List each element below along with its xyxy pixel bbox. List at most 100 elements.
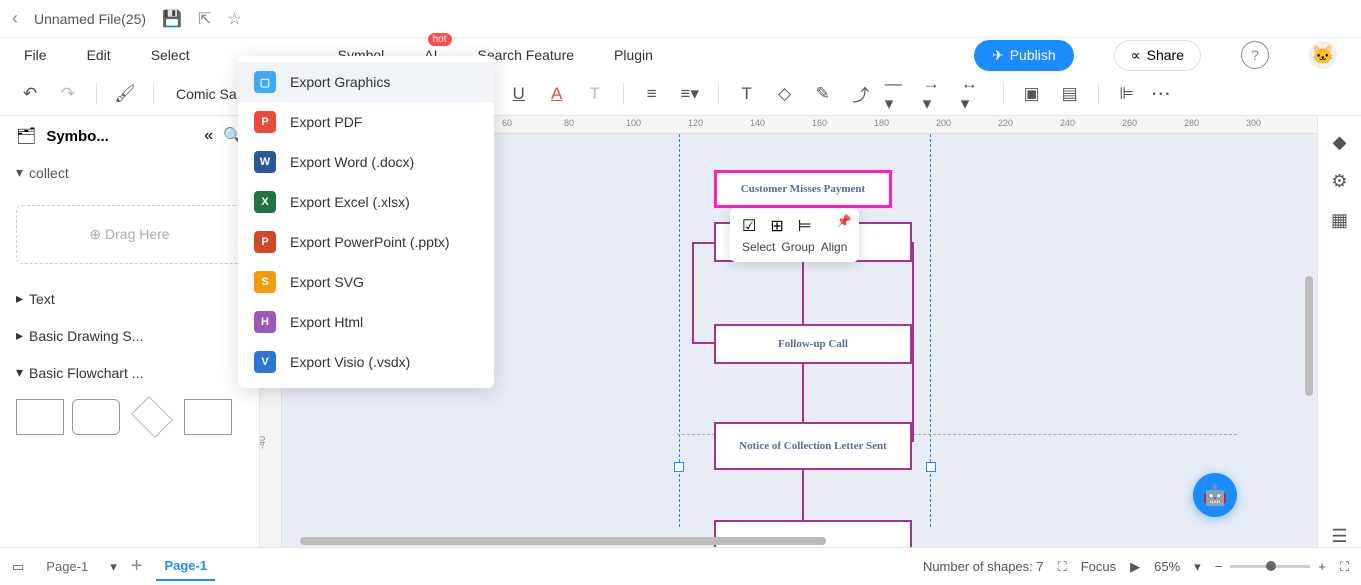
plus-icon: ⊕ xyxy=(89,226,105,242)
left-panel: 🗂 Symbo... « 🔍 ▾ collect ⊕ Drag Here ▸Te… xyxy=(0,116,260,547)
zoom-level[interactable]: 65% xyxy=(1154,559,1180,574)
connector-line[interactable] xyxy=(692,242,694,342)
export-item-1[interactable]: PExport PDF xyxy=(238,102,494,142)
tab-page-1[interactable]: Page-1 xyxy=(156,552,215,581)
status-bar: ▭ Page-1 ▾ + Page-1 Number of shapes: 7 … xyxy=(0,547,1361,585)
zoom-in-button[interactable]: + xyxy=(1318,559,1326,574)
layer-back-icon[interactable]: ▣ xyxy=(1018,80,1046,108)
text-case-icon[interactable]: T xyxy=(581,80,609,108)
star-icon[interactable]: ☆ xyxy=(227,9,241,29)
pin-icon[interactable]: 📌 xyxy=(836,214,851,228)
text-color-icon[interactable]: A xyxy=(543,80,571,108)
select-tool-icon[interactable]: ☑ xyxy=(742,216,756,236)
collapse-icon[interactable]: « xyxy=(204,127,213,145)
selection-handle[interactable] xyxy=(674,462,684,472)
vertical-scrollbar[interactable] xyxy=(1305,156,1313,507)
export-dropdown: ▢Export GraphicsPExport PDFWExport Word … xyxy=(238,56,494,388)
redo-icon[interactable]: ↷ xyxy=(54,80,82,108)
menu-bar: File Edit Select … … Symbol AI hot Searc… xyxy=(0,38,1361,72)
shape-rect-2[interactable] xyxy=(184,399,232,435)
format-painter-icon[interactable]: 🖌 xyxy=(111,80,139,108)
assistant-bubble[interactable]: 🤖 xyxy=(1193,473,1237,517)
flowchart-node-2[interactable]: Follow-up Call xyxy=(714,324,912,364)
group-tool-icon[interactable]: ⊞ xyxy=(770,216,783,236)
horizontal-scrollbar[interactable] xyxy=(300,537,1257,545)
zoom-out-button[interactable]: − xyxy=(1215,559,1223,574)
endpoint-icon[interactable]: ↔ ▾ xyxy=(961,80,989,108)
back-icon[interactable]: ‹ xyxy=(12,8,18,29)
present-icon[interactable]: ▶ xyxy=(1130,559,1140,575)
connector-line[interactable] xyxy=(802,262,804,324)
drag-target[interactable]: ⊕ Drag Here xyxy=(16,205,243,264)
text-tool-icon[interactable]: T xyxy=(733,80,761,108)
group-label: Group xyxy=(781,240,814,254)
export-item-3[interactable]: XExport Excel (.xlsx) xyxy=(238,182,494,222)
section-basic-flowchart[interactable]: ▾Basic Flowchart ... xyxy=(0,354,259,391)
avatar[interactable] xyxy=(1309,41,1337,69)
zoom-dropdown-icon[interactable]: ▾ xyxy=(1194,559,1201,575)
export-item-5[interactable]: SExport SVG xyxy=(238,262,494,302)
save-icon[interactable]: 💾 xyxy=(162,9,182,29)
add-page-button[interactable]: + xyxy=(131,555,143,578)
theme-icon[interactable]: ◆ xyxy=(1333,132,1347,153)
page-selector[interactable]: Page-1 xyxy=(38,553,96,580)
more-tools-icon[interactable]: ⋯ xyxy=(1151,81,1171,106)
grid-icon[interactable]: ▦ xyxy=(1331,210,1348,231)
undo-icon[interactable]: ↶ xyxy=(16,80,44,108)
shape-rounded-rect[interactable] xyxy=(72,399,120,435)
hot-badge: hot xyxy=(428,33,452,46)
pages-icon[interactable]: ▭ xyxy=(12,559,24,575)
menu-edit[interactable]: Edit xyxy=(87,47,111,63)
section-basic-drawing[interactable]: ▸Basic Drawing S... xyxy=(0,317,259,354)
export-item-2[interactable]: WExport Word (.docx) xyxy=(238,142,494,182)
format-toolbar: ↶ ↷ 🖌 Comic Sa U A T ≡ ≡▾ T ◇ ✎ ⤴ — ▾ → … xyxy=(0,72,1361,116)
export-item-6[interactable]: HExport Html xyxy=(238,302,494,342)
section-text[interactable]: ▸Text xyxy=(0,280,259,317)
zoom-slider[interactable] xyxy=(1230,565,1310,568)
fit-icon[interactable]: ⛶ xyxy=(1058,559,1067,575)
connector-line[interactable] xyxy=(692,242,716,244)
align-objects-icon[interactable]: ⊫ xyxy=(1113,80,1141,108)
shape-rect[interactable] xyxy=(16,399,64,435)
publish-button[interactable]: ✈ Publish xyxy=(974,40,1074,71)
connector-line[interactable] xyxy=(802,470,804,520)
share-button[interactable]: ∝ Share xyxy=(1114,40,1201,71)
layer-front-icon[interactable]: ▤ xyxy=(1056,80,1084,108)
export-item-0[interactable]: ▢Export Graphics xyxy=(238,62,494,102)
fullscreen-icon[interactable]: ⛶ xyxy=(1340,559,1349,575)
list-icon[interactable]: ☰ xyxy=(1331,526,1347,547)
focus-label[interactable]: Focus xyxy=(1081,559,1116,574)
connector-line[interactable] xyxy=(692,342,716,344)
fill-icon[interactable]: ◇ xyxy=(771,80,799,108)
line-style-icon[interactable]: — ▾ xyxy=(885,80,913,108)
align-left-icon[interactable]: ≡ xyxy=(638,80,666,108)
export-item-4[interactable]: PExport PowerPoint (.pptx) xyxy=(238,222,494,262)
connector-line[interactable] xyxy=(912,242,914,442)
shape-diamond[interactable] xyxy=(131,396,173,438)
stroke-icon[interactable]: ✎ xyxy=(809,80,837,108)
arrow-style-icon[interactable]: → ▾ xyxy=(923,80,951,108)
panel-title: Symbo... xyxy=(46,128,194,145)
align-tool-icon[interactable]: ⊨ xyxy=(798,216,812,236)
connector-line[interactable] xyxy=(802,364,804,422)
align-label: Align xyxy=(821,240,848,254)
category-collect[interactable]: ▾ collect xyxy=(0,156,259,189)
right-rail: ◆ ⚙ ▦ ☰ xyxy=(1317,116,1361,547)
settings-icon[interactable]: ⚙ xyxy=(1331,171,1347,192)
flowchart-node-0[interactable]: Customer Misses Payment xyxy=(714,170,892,208)
connector-icon[interactable]: ⤴ xyxy=(847,80,875,108)
shape-count: Number of shapes: 7 xyxy=(923,559,1044,574)
menu-file[interactable]: File xyxy=(24,47,47,63)
font-select[interactable]: Comic Sa xyxy=(168,82,245,106)
flowchart-node-3[interactable]: Notice of Collection Letter Sent xyxy=(714,422,912,470)
line-spacing-icon[interactable]: ≡▾ xyxy=(676,80,704,108)
menu-plugin[interactable]: Plugin xyxy=(614,47,653,63)
share-window-icon[interactable]: ⇱ xyxy=(198,9,211,29)
help-icon[interactable]: ? xyxy=(1241,41,1269,69)
selection-handle[interactable] xyxy=(926,462,936,472)
select-label: Select xyxy=(742,240,775,254)
page-dropdown-icon[interactable]: ▾ xyxy=(110,559,117,575)
export-item-7[interactable]: VExport Visio (.vsdx) xyxy=(238,342,494,382)
menu-select[interactable]: Select xyxy=(151,47,190,63)
underline-icon[interactable]: U xyxy=(505,80,533,108)
